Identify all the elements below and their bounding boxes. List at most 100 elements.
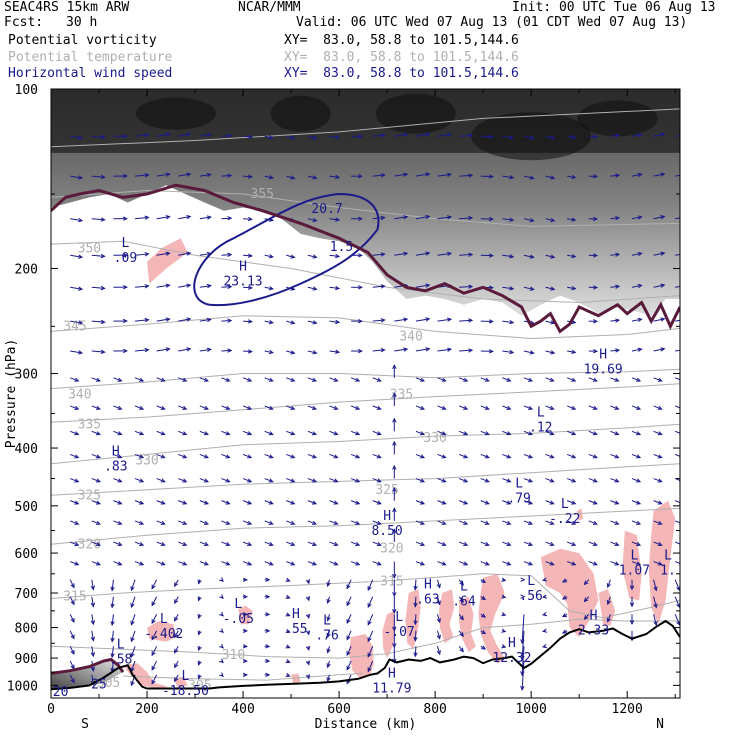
wind-arrowhead xyxy=(219,643,224,649)
wind-vector xyxy=(674,596,680,608)
wind-arrowhead xyxy=(95,431,101,436)
wind-arrowhead xyxy=(165,251,171,256)
wind-arrowhead xyxy=(95,541,101,547)
wind-vector xyxy=(329,377,338,382)
wind-vector xyxy=(367,596,374,608)
wind-arrowhead xyxy=(247,478,253,483)
wind-vector xyxy=(610,217,620,220)
wind-vector xyxy=(675,217,680,220)
wind-vector xyxy=(437,405,446,410)
wind-arrowhead xyxy=(290,377,296,382)
wind-vector xyxy=(156,405,165,410)
wind-vector xyxy=(156,453,165,459)
wind-arrowhead xyxy=(219,594,224,599)
wind-vector xyxy=(70,561,79,566)
wind-arrowhead xyxy=(636,520,642,525)
wind-vector xyxy=(631,430,641,435)
wind-arrowhead xyxy=(100,134,106,140)
wind-vector xyxy=(502,541,511,546)
wind-arrowhead xyxy=(186,214,192,220)
wind-arrowhead xyxy=(549,561,555,566)
wind-vector xyxy=(221,541,230,546)
wind-vector xyxy=(199,405,209,410)
wind-vector xyxy=(675,500,680,504)
wind-arrowhead xyxy=(571,319,577,325)
x-tick-label: 400 xyxy=(231,702,254,717)
wind-arrowhead xyxy=(326,677,331,683)
wind-vector xyxy=(329,135,340,138)
wind-arrowhead xyxy=(174,648,179,654)
plot-frame xyxy=(50,88,681,699)
wind-vector xyxy=(70,520,79,525)
wind-vector xyxy=(286,377,295,382)
wind-arrowhead xyxy=(481,578,487,584)
wind-arrowhead xyxy=(481,595,487,600)
pv-positive-patch xyxy=(598,589,616,626)
wind-arrowhead xyxy=(182,405,188,410)
wind-arrowhead xyxy=(367,652,372,658)
forecast-hours: 30 h xyxy=(66,15,98,30)
wind-arrowhead xyxy=(571,541,577,547)
wind-arrowhead xyxy=(606,600,611,606)
wind-vector xyxy=(243,218,252,220)
wind-arrowhead xyxy=(290,405,296,410)
wind-arrowhead xyxy=(392,392,397,398)
wind-arrowhead xyxy=(290,520,296,525)
wind-vector xyxy=(437,377,446,382)
wind-arrowhead xyxy=(312,320,318,325)
wind-arrowhead xyxy=(660,347,666,352)
wind-arrowhead xyxy=(488,134,494,139)
wind-vector xyxy=(134,349,149,352)
wind-vector xyxy=(70,175,83,179)
wind-arrowhead xyxy=(520,594,526,599)
wind-vector xyxy=(70,405,79,410)
theta-isentrope xyxy=(51,108,680,148)
y-tick-label: 1000 xyxy=(7,679,38,694)
wind-arrowhead xyxy=(380,215,386,221)
wind-vector xyxy=(437,596,441,605)
wind-speed-extremum-letter: H xyxy=(590,609,598,624)
wind-arrowhead xyxy=(488,319,494,324)
wind-vector xyxy=(350,377,360,382)
wind-arrowhead xyxy=(468,348,474,353)
wind-vector xyxy=(91,405,101,410)
y-tick-label: 600 xyxy=(15,547,38,562)
wind-vector xyxy=(350,500,360,505)
wind-vector xyxy=(242,453,252,459)
wind-arrowhead xyxy=(593,216,599,222)
wind-arrowhead xyxy=(509,217,515,222)
wind-arrowhead xyxy=(593,253,599,258)
wind-vector xyxy=(69,660,75,669)
wind-vector xyxy=(631,216,642,220)
wind-vector xyxy=(367,579,374,591)
wind-arrowhead xyxy=(247,319,253,324)
wind-arrowhead xyxy=(151,665,156,671)
wind-arrowhead xyxy=(441,377,447,382)
wind-arrowhead xyxy=(100,174,106,180)
wind-arrowhead xyxy=(653,620,658,627)
wind-arrowhead xyxy=(151,619,156,625)
terrain-profile xyxy=(51,619,680,691)
y-tick-label: 800 xyxy=(15,622,38,637)
wind-arrowhead xyxy=(501,577,507,582)
wind-arrowhead xyxy=(357,216,363,221)
legend-xy-pv: XY= 83.0, 58.8 to 101.5,144.6 xyxy=(284,33,519,48)
wind-vector xyxy=(415,348,430,352)
wind-arrowhead xyxy=(528,405,534,410)
wind-vector xyxy=(243,286,252,289)
wind-arrowhead xyxy=(203,405,210,410)
wind-arrowhead xyxy=(182,541,188,547)
wind-arrowhead xyxy=(592,431,598,436)
wind-arrowhead xyxy=(186,251,192,256)
wind-arrowhead xyxy=(683,216,687,219)
wind-arrowhead xyxy=(629,620,635,625)
wind-arrowhead xyxy=(70,600,75,606)
wind-arrowhead xyxy=(122,173,128,179)
wind-vector xyxy=(174,646,179,654)
wind-arrowhead xyxy=(100,319,106,325)
pv-extremum-letter: L xyxy=(234,597,242,612)
wind-vector xyxy=(523,135,534,139)
pv-extremum-value: -.22 xyxy=(549,512,580,527)
wind-vector xyxy=(502,218,514,221)
wind-arrowhead xyxy=(614,454,620,459)
